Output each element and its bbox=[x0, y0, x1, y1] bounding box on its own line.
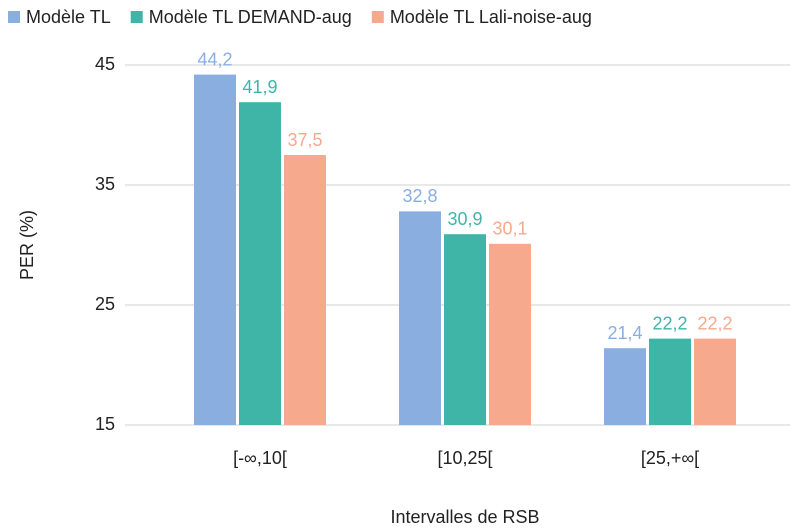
value-label: 30,1 bbox=[492, 219, 527, 239]
value-label: 22,2 bbox=[697, 313, 732, 333]
x-axis-label: Intervalles de RSB bbox=[390, 507, 539, 527]
y-tick-label: 45 bbox=[95, 54, 115, 74]
legend-swatch bbox=[8, 11, 20, 23]
value-label: 22,2 bbox=[652, 313, 687, 333]
bar bbox=[649, 338, 691, 425]
value-label: 30,9 bbox=[447, 209, 482, 229]
x-tick-label: [25,+∞[ bbox=[641, 448, 699, 468]
y-axis-label: PER (%) bbox=[17, 210, 37, 280]
legend-swatch bbox=[130, 11, 143, 23]
bar bbox=[604, 348, 646, 425]
x-tick-label: [-∞,10[ bbox=[233, 448, 287, 468]
value-label: 37,5 bbox=[287, 130, 322, 150]
bar bbox=[399, 211, 441, 425]
value-label: 44,2 bbox=[197, 49, 232, 69]
y-tick-label: 35 bbox=[95, 174, 115, 194]
value-label: 41,9 bbox=[242, 77, 277, 97]
x-tick-label: [10,25[ bbox=[437, 448, 492, 468]
bar bbox=[444, 234, 486, 425]
legend-label: Modèle TL DEMAND-aug bbox=[149, 7, 352, 27]
bar bbox=[284, 155, 326, 425]
y-tick-label: 25 bbox=[95, 294, 115, 314]
value-label: 21,4 bbox=[607, 323, 642, 343]
value-label: 32,8 bbox=[402, 186, 437, 206]
bar bbox=[694, 338, 736, 425]
legend-label: Modèle TL bbox=[26, 7, 111, 27]
legend-label: Modèle TL Lali-noise-aug bbox=[390, 7, 592, 27]
bar bbox=[239, 102, 281, 425]
legend-swatch bbox=[371, 11, 384, 23]
bar bbox=[489, 243, 531, 425]
y-tick-label: 15 bbox=[95, 414, 115, 434]
bar bbox=[194, 74, 236, 425]
